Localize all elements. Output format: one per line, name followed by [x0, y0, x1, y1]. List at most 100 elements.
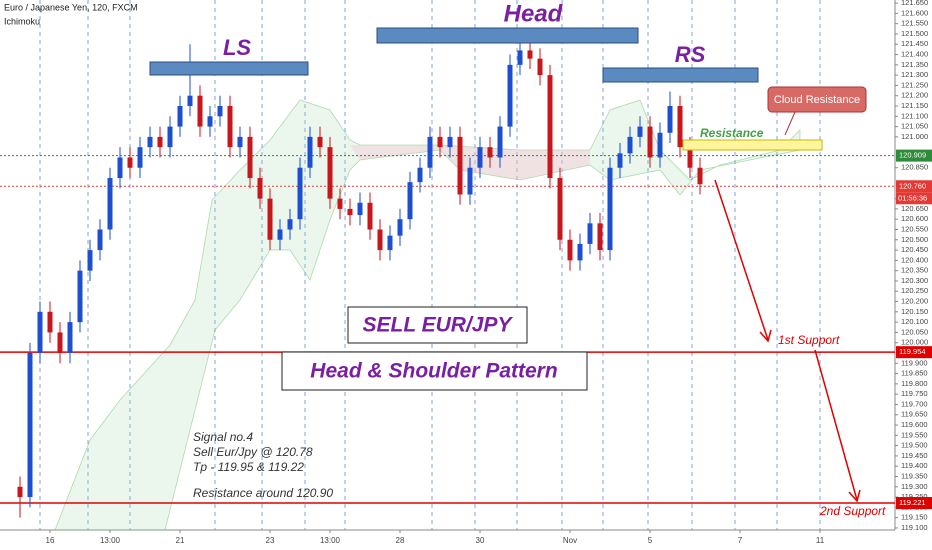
candle-body: [627, 136, 633, 154]
sell-box: [347, 306, 528, 344]
y-tick-label: 119.450: [901, 451, 928, 460]
x-tick-label: 16: [46, 536, 55, 545]
candle-body: [617, 153, 623, 168]
ls-box: [149, 61, 309, 76]
rs-label: RS: [675, 42, 706, 67]
candle-body: [237, 136, 243, 148]
price-level-tag: [896, 149, 932, 162]
y-tick-label: 121.000: [901, 132, 928, 141]
y-tick-label: 121.050: [901, 122, 928, 131]
head-box: [376, 27, 639, 44]
y-tick-label: 121.300: [901, 70, 928, 79]
candle-body: [287, 219, 293, 230]
x-tick-label: Nov: [563, 536, 577, 545]
price-level-label: 119.954: [899, 347, 926, 356]
candle-body: [167, 126, 173, 148]
y-tick-label: 121.100: [901, 111, 928, 120]
y-tick-label: 119.700: [901, 399, 928, 408]
candle-body: [37, 311, 43, 353]
y-tick-label: 120.400: [901, 255, 928, 264]
candle-body: [547, 75, 553, 179]
x-tick-label: 5: [648, 536, 653, 545]
candle-body: [107, 178, 113, 230]
x-tick-label: 13:00: [320, 536, 341, 545]
y-tick-label: 121.400: [901, 50, 928, 59]
candle-body: [207, 116, 213, 127]
y-tick-label: 119.500: [901, 441, 928, 450]
signal-text: Signal no.4 Sell Eur/Jpy @ 120.78 Tp - 1…: [193, 430, 333, 500]
y-tick-label: 119.100: [901, 523, 928, 532]
y-tick-label: 119.800: [901, 379, 928, 388]
candle-body: [307, 136, 313, 168]
y-tick-label: 120.250: [901, 286, 928, 295]
session-separators: [39, 0, 821, 530]
y-tick-label: 120.100: [901, 317, 928, 326]
candle-body: [227, 106, 233, 148]
candle-body: [437, 136, 443, 148]
y-tick-label: 119.600: [901, 420, 928, 429]
price-level-tag: [896, 180, 932, 193]
candle-body: [247, 136, 253, 179]
candle-body: [47, 311, 53, 333]
support2-label: 2nd Support: [819, 504, 886, 518]
candle-body: [577, 243, 583, 261]
y-tick-label: 121.600: [901, 8, 928, 17]
y-tick-label: 120.300: [901, 276, 928, 285]
y-tick-label: 120.450: [901, 245, 928, 254]
candle-body: [137, 147, 143, 168]
y-tick-label: 120.200: [901, 297, 928, 306]
candle-body: [517, 50, 523, 65]
signal-line: Signal no.4: [193, 430, 253, 444]
candle-body: [687, 147, 693, 168]
candle-body: [57, 332, 63, 353]
price-level-tag: [896, 497, 932, 510]
y-tick-label: 121.350: [901, 60, 928, 69]
candle-body: [157, 136, 163, 148]
y-tick-label: 119.400: [901, 461, 928, 470]
y-tick-label: 119.850: [901, 369, 928, 378]
candle-body: [637, 126, 643, 137]
candle-body: [587, 223, 593, 244]
ichimoku-cloud: [54, 99, 801, 531]
y-tick-label: 121.200: [901, 91, 928, 100]
candle-body: [417, 167, 423, 183]
resistance-zone: [682, 139, 823, 151]
candle-body: [127, 157, 133, 168]
candle-body: [487, 147, 493, 158]
indicator-label: Ichimoku: [4, 16, 40, 26]
candle-body: [477, 147, 483, 168]
y-tick-label: 120.050: [901, 327, 928, 336]
x-tick-label: 21: [176, 536, 185, 545]
price-level-label: 119.221: [899, 498, 926, 507]
candle-body: [447, 136, 453, 148]
y-tick-label: 120.500: [901, 235, 928, 244]
x-tick-label: 28: [396, 536, 405, 545]
candle-body: [387, 235, 393, 251]
y-tick-label: 120.000: [901, 338, 928, 347]
y-tick-label: 120.150: [901, 307, 928, 316]
candle-body: [607, 167, 613, 251]
candle-body: [407, 182, 413, 220]
candle-body: [117, 157, 123, 179]
y-tick-label: 120.550: [901, 224, 928, 233]
support1-label: 1st Support: [778, 333, 840, 347]
candles: [17, 40, 703, 518]
candle-body: [217, 106, 223, 117]
candle-body: [507, 64, 513, 127]
y-tick-label: 119.350: [901, 471, 928, 480]
candle-body: [147, 136, 153, 148]
candle-body: [347, 208, 353, 216]
y-tick-label: 120.350: [901, 266, 928, 275]
candle-body: [457, 136, 463, 195]
price-level-label: 120.760: [899, 181, 926, 190]
cloud-resistance-label: Cloud Resistance: [774, 94, 860, 106]
candle-body: [177, 106, 183, 127]
candle-body: [257, 178, 263, 199]
price-level-tag: [896, 346, 932, 359]
candle-body: [697, 167, 703, 185]
y-tick-label: 119.900: [901, 358, 928, 367]
candle-body: [267, 198, 273, 240]
candle-body: [337, 198, 343, 209]
y-tick-label: 119.300: [901, 482, 928, 491]
callout-pointer: [784, 111, 796, 136]
